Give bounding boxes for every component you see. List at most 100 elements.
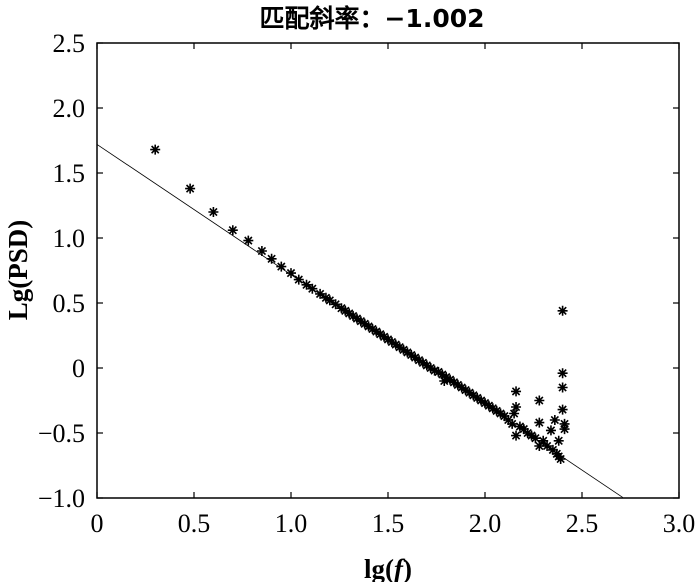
scatter-points	[150, 144, 570, 464]
scatter-point	[445, 374, 456, 385]
x-tick-label: 2.0	[469, 509, 502, 538]
scatter-point	[320, 292, 331, 303]
y-tick-label: −1.0	[38, 484, 85, 513]
chart-title: 匹配斜率：−1.002	[259, 4, 484, 33]
scatter-point	[522, 428, 533, 438]
scatter-point	[511, 402, 522, 412]
scatter-point	[286, 268, 296, 279]
scatter-point	[468, 390, 479, 401]
scatter-point	[507, 418, 518, 429]
scatter-point	[315, 288, 326, 299]
plot-area	[96, 42, 680, 499]
scatter-point	[491, 405, 502, 416]
scatter-point	[371, 326, 382, 337]
axis-ticks	[96, 42, 680, 499]
scatter-point	[509, 408, 520, 419]
y-tick-label: 0	[72, 354, 85, 383]
scatter-point	[437, 369, 448, 380]
scatter-point	[439, 376, 450, 386]
scatter-point	[460, 385, 471, 396]
y-tick-label: 2.0	[53, 94, 86, 123]
scatter-point	[557, 382, 568, 393]
scatter-point	[547, 444, 558, 455]
scatter-point	[425, 363, 436, 373]
x-tick-label: 2.5	[566, 509, 599, 538]
scatter-point	[276, 261, 287, 272]
scatter-point	[549, 415, 560, 425]
scatter-point	[266, 253, 277, 264]
scatter-point	[433, 366, 444, 377]
scatter-point	[379, 331, 390, 342]
scatter-point	[511, 430, 522, 441]
x-tick-label: 3.0	[663, 509, 696, 538]
scatter-point	[559, 418, 570, 429]
scatter-point	[534, 441, 545, 451]
scatter-point	[351, 313, 362, 324]
x-tick-label: 0.5	[178, 509, 211, 538]
scatter-point	[185, 183, 196, 194]
scatter-point	[499, 411, 510, 422]
x-tick-label: 1.0	[275, 509, 308, 538]
scatter-point	[336, 303, 347, 314]
scatter-point	[542, 441, 553, 451]
scatter-point	[355, 316, 366, 327]
scatter-point	[530, 433, 541, 444]
scatter-point	[410, 352, 421, 363]
scatter-point	[227, 225, 238, 236]
scatter-point	[367, 324, 378, 334]
scatter-point	[414, 355, 425, 366]
scatter-point	[511, 386, 522, 397]
scatter-point	[386, 337, 397, 347]
scatter-point	[256, 246, 267, 256]
scatter-point	[452, 379, 463, 390]
y-tick-label: 1.0	[53, 224, 86, 253]
scatter-point	[514, 421, 525, 432]
scatter-point	[324, 295, 335, 306]
scatter-point	[243, 235, 254, 246]
scatter-point	[472, 392, 483, 403]
scatter-point	[330, 299, 341, 310]
x-axis-tick-labels: 0 0.5 1.0 1.5 2.0 2.5 3.0	[91, 509, 696, 538]
scatter-point	[348, 311, 359, 321]
scatter-point	[534, 395, 545, 406]
scatter-point	[417, 357, 428, 368]
scatter-point	[534, 417, 545, 428]
scatter-point	[518, 424, 529, 435]
scatter-point	[375, 329, 386, 340]
scatter-point	[503, 415, 514, 425]
scatter-point	[555, 454, 566, 464]
scatter-point	[383, 334, 393, 345]
x-tick-label: 1.5	[372, 509, 405, 538]
scatter-point	[557, 305, 568, 316]
scatter-point	[538, 435, 549, 446]
scatter-point	[456, 382, 467, 393]
y-tick-label: 2.5	[53, 29, 86, 58]
scatter-point	[545, 425, 556, 436]
scatter-point	[448, 377, 459, 388]
scatter-point	[359, 318, 370, 329]
scatter-point	[293, 274, 304, 285]
y-axis-tick-labels: 2.5 2.0 1.5 1.0 0.5 0 −0.5 −1.0	[38, 29, 85, 513]
scatter-point	[340, 305, 351, 316]
y-tick-label: 0.5	[53, 289, 86, 318]
scatter-point	[429, 365, 440, 376]
scatter-point	[406, 350, 417, 360]
scatter-point	[402, 347, 413, 358]
scatter-point	[150, 144, 161, 155]
scatter-point	[344, 308, 355, 319]
scatter-point	[464, 387, 475, 398]
x-tick-label: 0	[91, 509, 104, 538]
scatter-point	[208, 207, 219, 217]
scatter-point	[398, 344, 409, 355]
scatter-point	[363, 321, 374, 332]
scatter-point	[307, 283, 318, 294]
scatter-point	[526, 430, 537, 441]
scatter-point	[301, 279, 312, 290]
scatter-point	[480, 398, 490, 409]
scatter-point	[487, 403, 498, 414]
y-tick-label: −0.5	[38, 419, 85, 448]
scatter-point	[495, 408, 506, 419]
scatter-point	[553, 435, 564, 446]
scatter-point	[483, 400, 494, 411]
